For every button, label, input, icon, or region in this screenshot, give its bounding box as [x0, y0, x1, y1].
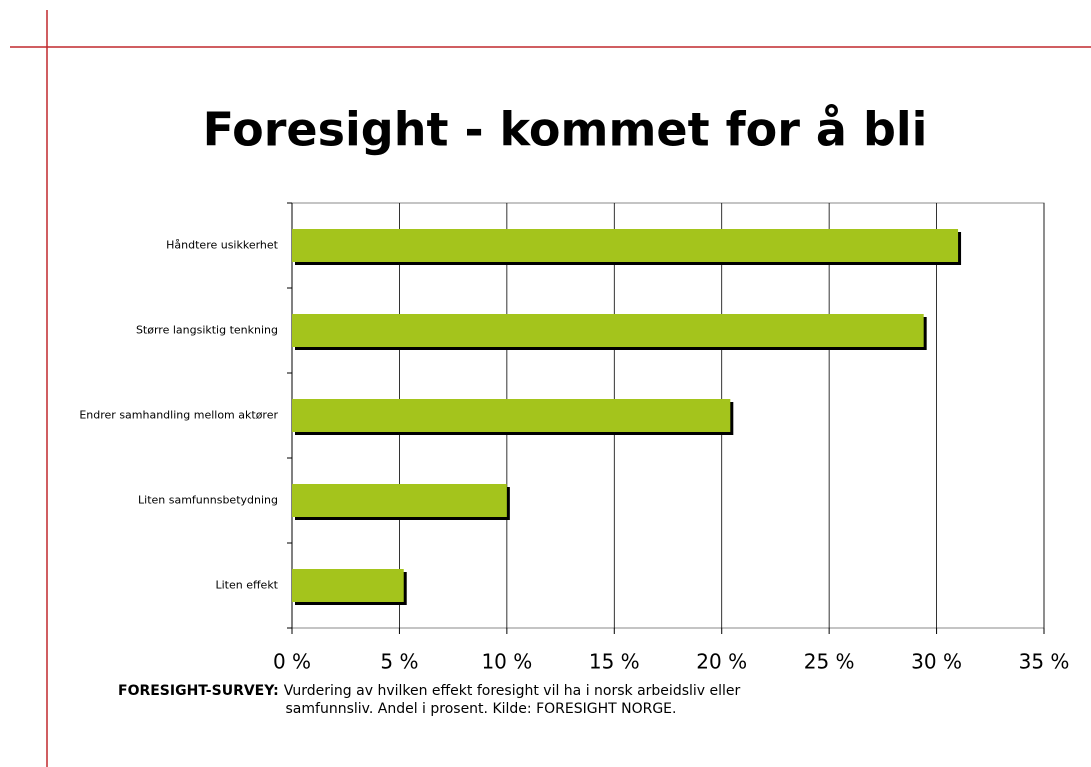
caption-line: samfunnsliv. Andel i prosent. Kilde: FOR…: [286, 701, 677, 717]
bar: [292, 399, 731, 432]
x-tick-label: 30 %: [911, 650, 962, 674]
chart-title: Foresight - kommet for å bli: [203, 103, 928, 157]
caption-line: Vurdering av hvilken effekt foresight vi…: [284, 683, 741, 699]
bar: [292, 569, 404, 602]
y-tick-label: Håndtere usikkerhet: [166, 239, 279, 252]
caption: FORESIGHT-SURVEY: Vurdering av hvilken ef…: [118, 683, 741, 699]
x-tick-label: 5 %: [380, 650, 418, 674]
y-tick-label: Liten effekt: [215, 579, 278, 592]
x-tick-label: 35 %: [1019, 650, 1070, 674]
y-tick-label: Endrer samhandling mellom aktører: [79, 409, 278, 422]
caption-label: FORESIGHT-SURVEY:: [118, 683, 279, 699]
bar: [292, 314, 924, 347]
x-tick-label: 15 %: [589, 650, 640, 674]
x-tick-label: 20 %: [696, 650, 747, 674]
bar: [292, 229, 959, 262]
bar: [292, 484, 507, 517]
x-tick-label: 0 %: [273, 650, 311, 674]
y-tick-label: Liten samfunnsbetydning: [138, 494, 278, 507]
x-tick-label: 25 %: [804, 650, 855, 674]
x-tick-label: 10 %: [481, 650, 532, 674]
y-tick-label: Større langsiktig tenkning: [136, 324, 278, 337]
